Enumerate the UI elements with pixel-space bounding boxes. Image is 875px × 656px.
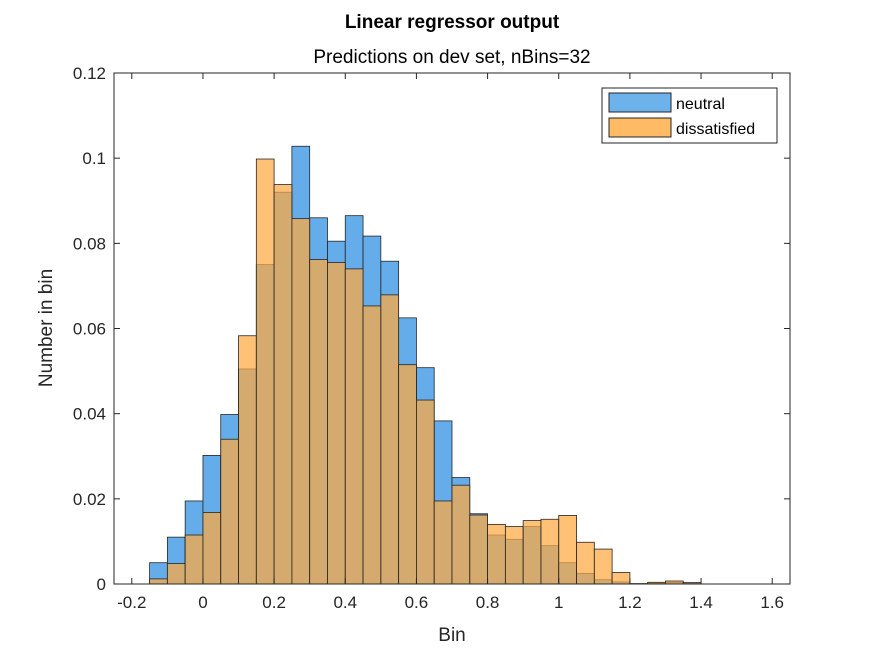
legend-swatch-neutral (608, 92, 672, 113)
y-axis-label: Number in bin (36, 269, 57, 387)
ticks-layer: -0.2 0 0.2 0.4 0.6 0.8 1 1.2 1.4 1.6 0 0.02 0.04 0.06… (73, 64, 790, 612)
bar-dissatisfied-17 (451, 484, 471, 585)
bar-dissatisfied-4 (220, 438, 239, 585)
bar-dissatisfied-24 (576, 541, 595, 585)
bar-dissatisfied-5 (238, 335, 257, 585)
bar-dissatisfied-26 (611, 572, 631, 585)
bar-dissatisfied-20 (504, 526, 524, 585)
bar-dissatisfied-0 (149, 578, 168, 585)
bar-dissatisfied-12 (362, 305, 382, 585)
x-tick-label: 1.4 (689, 593, 713, 612)
legend-label-neutral: neutral (676, 96, 725, 113)
x-tick-label: 0.8 (476, 593, 500, 612)
x-tick-label: 1 (554, 593, 563, 612)
x-axis-label: Bin (438, 625, 465, 646)
bar-dissatisfied-19 (487, 523, 506, 585)
bar-dissatisfied-23 (558, 515, 577, 585)
chart-title: Linear regressor output (345, 12, 560, 33)
bar-dissatisfied-18 (469, 514, 488, 585)
x-tick-label: 0.4 (333, 593, 357, 612)
x-tick-label: -0.2 (117, 593, 146, 612)
bar-dissatisfied-1 (166, 563, 186, 585)
legend-label-dissatisfied: dissatisfied (676, 121, 755, 138)
bar-dissatisfied-3 (202, 512, 222, 585)
bar-dissatisfied-16 (433, 500, 453, 585)
bar-dissatisfied-10 (327, 262, 346, 585)
bar-dissatisfied-22 (540, 518, 560, 585)
y-tick-label: 0.02 (73, 490, 106, 509)
x-tick-label: 0.2 (262, 593, 286, 612)
x-tick-label: 1.2 (618, 593, 642, 612)
y-tick-label: 0.08 (73, 234, 106, 253)
y-tick-label: 0.12 (73, 64, 106, 83)
chart-subtitle: Predictions on dev set, nBins=32 (313, 47, 590, 68)
bar-dissatisfied-15 (416, 399, 435, 585)
bar-dissatisfied-7 (273, 184, 293, 585)
bar-dissatisfied-14 (398, 364, 417, 585)
bar-dissatisfied-25 (593, 548, 613, 585)
y-tick-label: 0.06 (73, 320, 106, 339)
bars-layer (149, 145, 702, 585)
y-tick-label: 0.04 (73, 405, 106, 424)
bar-dissatisfied-6 (255, 158, 275, 585)
y-tick-label: 0 (97, 575, 106, 594)
bar-dissatisfied-13 (380, 294, 400, 585)
axes-box (113, 72, 791, 585)
legend: neutral dissatisfied (601, 87, 778, 144)
x-tick-label: 0 (198, 593, 207, 612)
legend-swatch-dissatisfied (608, 117, 672, 138)
x-tick-label: 0.6 (405, 593, 429, 612)
bar-dissatisfied-2 (184, 534, 204, 585)
y-tick-label: 0.1 (82, 149, 106, 168)
bar-dissatisfied-9 (309, 259, 328, 585)
x-tick-label: 1.6 (760, 593, 784, 612)
bar-dissatisfied-8 (291, 218, 311, 585)
bar-dissatisfied-11 (344, 268, 364, 585)
bar-dissatisfied-21 (522, 520, 542, 585)
